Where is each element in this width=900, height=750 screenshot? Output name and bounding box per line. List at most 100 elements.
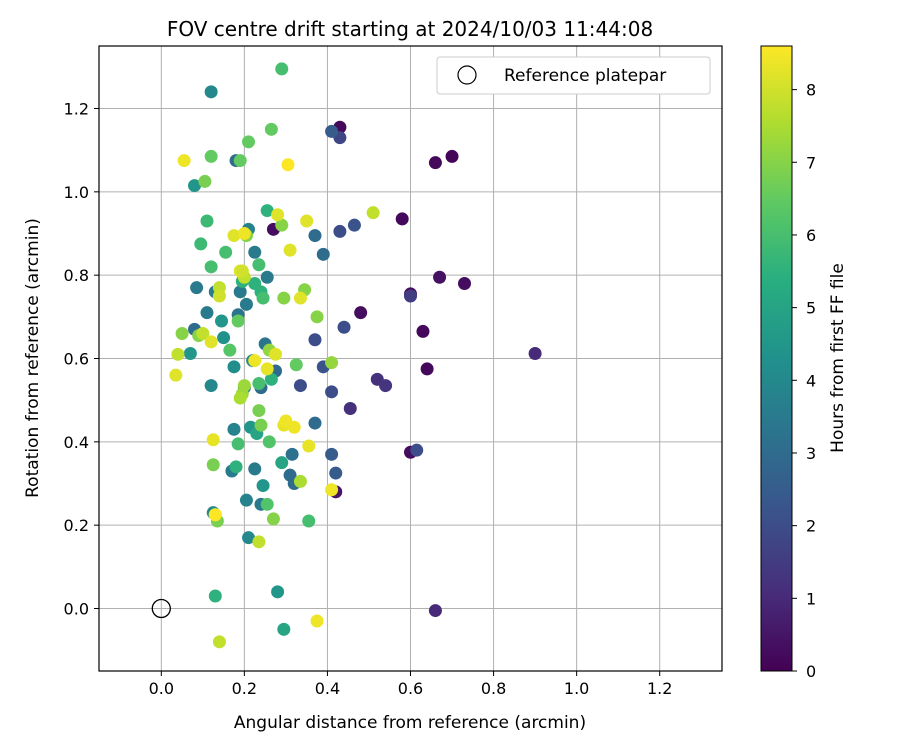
scatter-point	[260, 362, 274, 376]
scatter-point	[325, 385, 339, 399]
scatter-point	[208, 589, 222, 603]
scatter-point	[343, 402, 357, 415]
scatter-point	[215, 314, 229, 328]
scatter-point	[316, 247, 330, 261]
scatter-point	[347, 218, 361, 232]
scatter-point	[217, 331, 231, 345]
scatter-point	[287, 420, 301, 434]
scatter-point	[337, 320, 351, 334]
chart-title: FOV centre drift starting at 2024/10/03 …	[167, 17, 653, 41]
scatter-point	[208, 508, 222, 522]
scatter-point	[366, 206, 380, 220]
scatter-point	[212, 289, 226, 303]
scatter-point	[206, 458, 220, 472]
scatter-point	[252, 258, 266, 272]
scatter-point	[354, 306, 368, 320]
x-axis-label: Angular distance from reference (arcmin)	[234, 713, 586, 733]
scatter-point	[277, 622, 291, 636]
y-tick-label: 1.0	[64, 183, 89, 202]
scatter-point	[428, 604, 442, 618]
scatter-point	[190, 281, 204, 295]
x-tick-label: 1.0	[564, 679, 589, 698]
scatter-point	[248, 245, 262, 259]
scatter-point	[239, 493, 253, 507]
scatter-point	[275, 218, 289, 232]
scatter-point	[248, 354, 262, 368]
scatter-point	[277, 291, 291, 305]
scatter-point	[233, 285, 247, 299]
scatter-point	[308, 229, 322, 243]
scatter-point	[171, 347, 185, 361]
colorbar-tick-label: 4	[806, 371, 816, 390]
scatter-point	[262, 435, 276, 449]
scatter-point	[264, 372, 278, 386]
x-tick-label: 0.8	[481, 679, 506, 698]
scatter-point	[293, 474, 307, 488]
scatter-point	[302, 514, 316, 528]
scatter-point	[293, 379, 307, 393]
scatter-point	[242, 135, 256, 149]
grid-lines	[99, 46, 722, 671]
scatter-point	[231, 314, 245, 328]
scatter-point	[248, 462, 262, 476]
colorbar-ticks: 0 1 2 3 4 5 6 7 8	[792, 81, 816, 681]
scatter-point	[188, 179, 202, 193]
colorbar-tick-label: 3	[806, 444, 816, 463]
scatter-point	[457, 277, 471, 290]
scatter-point	[404, 289, 417, 303]
colorbar-label: Hours from first FF file	[828, 263, 848, 453]
scatter-point	[252, 404, 266, 418]
legend: Reference platepar	[436, 56, 711, 95]
y-tick-label: 1.2	[64, 100, 89, 119]
scatter-point	[325, 124, 339, 138]
scatter-point	[227, 229, 241, 243]
scatter-point	[433, 270, 447, 284]
scatter-point	[308, 333, 322, 347]
scatter-point	[420, 362, 434, 376]
scatter-point	[302, 439, 316, 453]
scatter-point	[260, 204, 274, 218]
y-tick-label: 0.8	[64, 266, 89, 285]
scatter-point	[206, 433, 220, 447]
y-tick-label: 0.4	[64, 433, 89, 452]
scatter-point	[300, 214, 314, 228]
scatter-point	[271, 208, 285, 222]
scatter-point	[200, 214, 214, 228]
scatter-point	[325, 356, 339, 370]
scatter-point	[177, 154, 191, 168]
scatter-point	[333, 224, 347, 238]
scatter-point	[242, 531, 256, 545]
scatter-point	[264, 122, 278, 136]
legend-reference-marker	[457, 65, 477, 85]
colorbar-tick-label: 2	[806, 517, 816, 536]
scatter-point	[183, 347, 197, 360]
scatter-point	[269, 347, 283, 361]
scatter-point	[310, 614, 324, 628]
scatter-point	[227, 422, 241, 436]
scatter-point	[200, 306, 214, 320]
y-axis-ticks: 0.0 0.2 0.4 0.6 0.8 1.0 1.2	[64, 100, 99, 619]
scatter-point	[293, 291, 307, 305]
scatter-point	[231, 437, 245, 451]
scatter-point	[281, 158, 295, 172]
scatter-point	[227, 360, 241, 374]
scatter-point	[260, 497, 274, 511]
scatter-point	[310, 310, 324, 324]
x-tick-label: 0.0	[149, 679, 174, 698]
scatter-point	[308, 416, 322, 430]
scatter-point	[275, 456, 289, 470]
scatter-point	[223, 343, 237, 357]
colorbar-tick-label: 7	[806, 153, 816, 172]
colorbar-tick-label: 0	[806, 662, 816, 681]
scatter-point	[528, 347, 542, 360]
data-points	[151, 62, 542, 649]
scatter-point	[252, 535, 266, 549]
scatter-point	[204, 335, 218, 349]
y-tick-label: 0.2	[64, 516, 89, 535]
scatter-point	[237, 227, 251, 240]
colorbar	[760, 45, 793, 672]
scatter-point	[196, 327, 210, 340]
scatter-point	[233, 391, 247, 405]
scatter-point	[416, 324, 430, 338]
scatter-point	[289, 358, 303, 372]
